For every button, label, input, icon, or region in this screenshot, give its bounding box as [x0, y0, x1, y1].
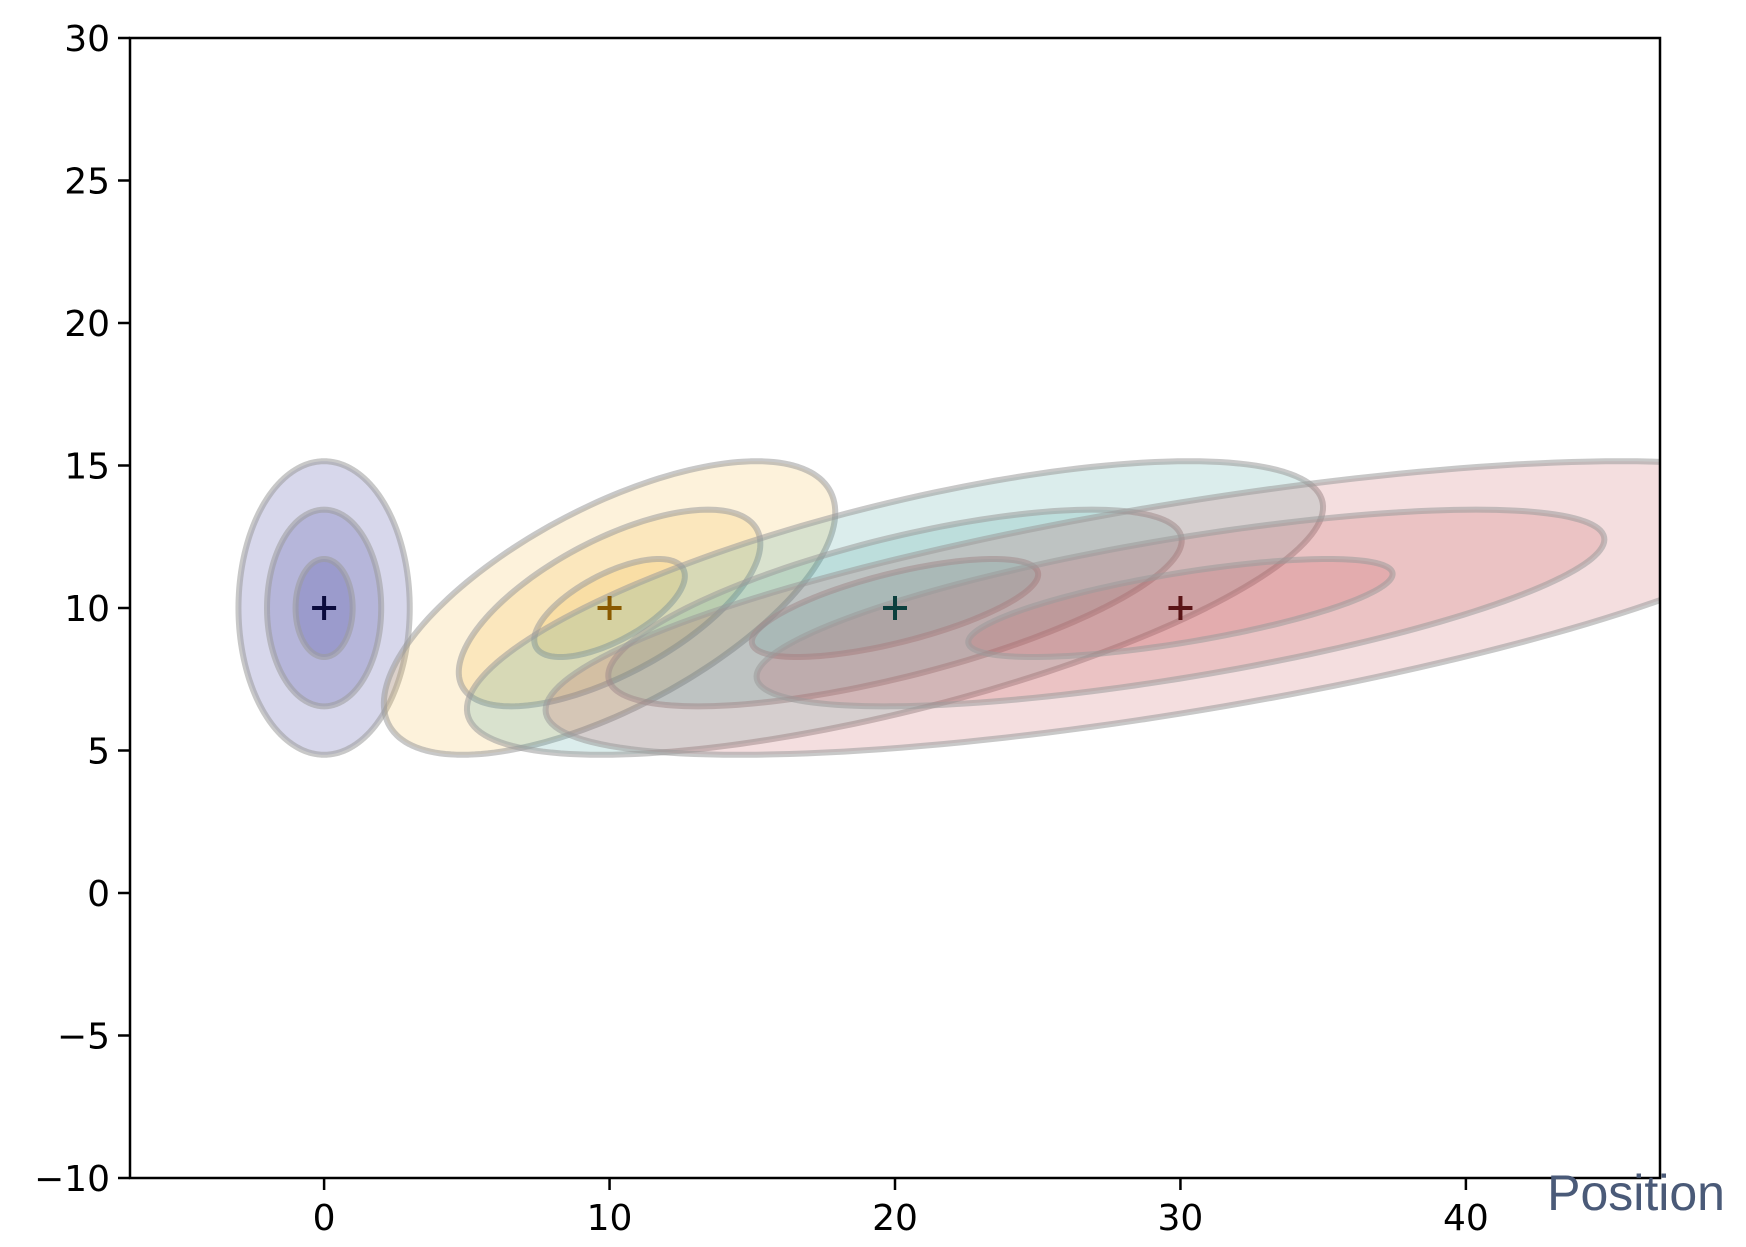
- x-tick-label: 30: [1158, 1198, 1204, 1239]
- markers-layer: [312, 596, 1193, 620]
- mean-marker-series-2: [883, 596, 907, 620]
- y-tick-label: 30: [64, 19, 110, 60]
- x-tick-label: 0: [313, 1198, 336, 1239]
- ticks-layer: 0 10 20 30 40 −10 −5 0 5 10 15 20 25 30: [34, 19, 1489, 1239]
- y-tick-label: 25: [64, 162, 110, 203]
- x-tick-label: 10: [587, 1198, 633, 1239]
- y-tick-label: −10: [34, 1159, 110, 1200]
- y-tick-label: 20: [64, 304, 110, 345]
- mean-marker-series-3: [1168, 596, 1193, 620]
- mean-marker-series-1: [597, 596, 622, 620]
- x-tick-label: 20: [872, 1198, 918, 1239]
- y-tick-label: 0: [87, 874, 110, 915]
- x-tick-label: 40: [1443, 1198, 1489, 1239]
- ellipse-series-3-level-0: [542, 458, 1660, 758]
- y-tick-label: 5: [87, 732, 110, 773]
- y-tick-label: 10: [64, 589, 110, 630]
- y-tick-label: −5: [57, 1017, 110, 1058]
- y-tick-label: 15: [64, 447, 110, 488]
- mean-marker-series-0: [312, 596, 337, 620]
- ellipses-layer: [235, 458, 1660, 758]
- x-axis-label: Position: [1547, 1165, 1725, 1221]
